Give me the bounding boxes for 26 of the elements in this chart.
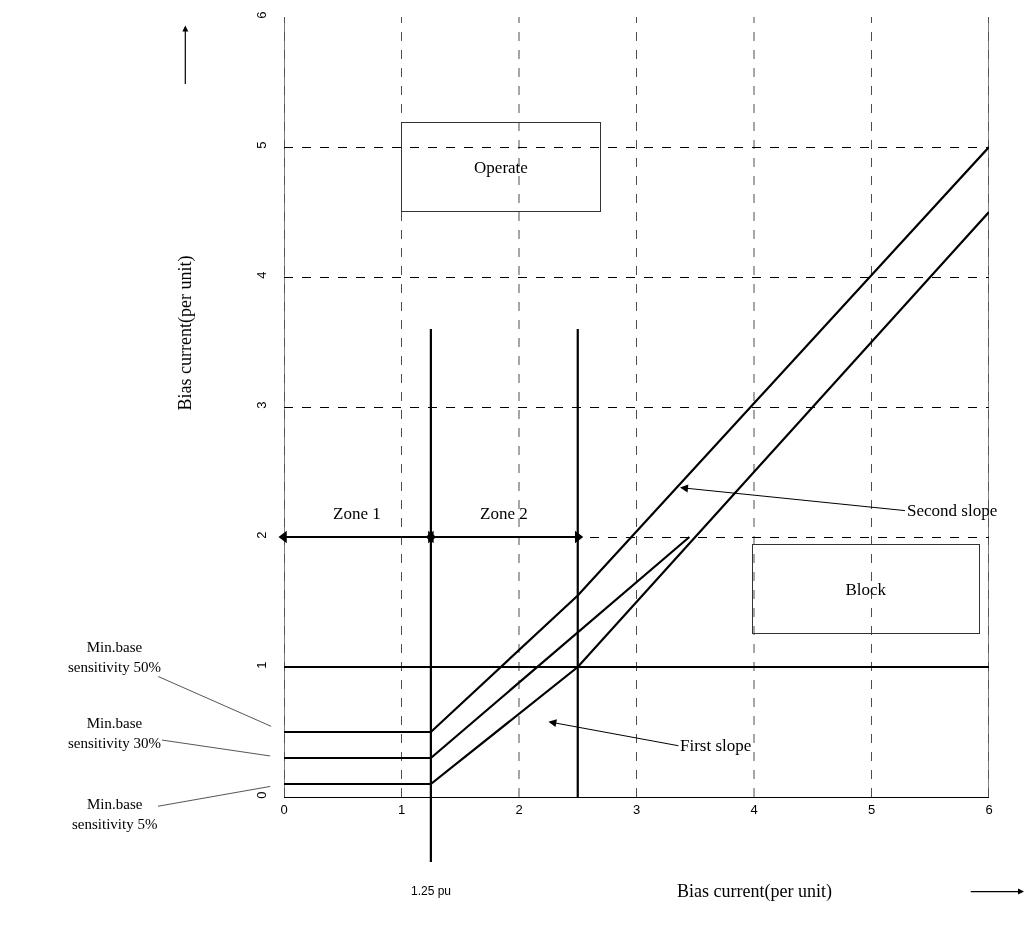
y-tick-label: 3 <box>254 401 270 409</box>
annotation: Min.base sensitivity 30% <box>68 715 161 751</box>
x-tick-label: 6 <box>985 801 993 817</box>
x-tick-label: 0 <box>280 801 288 817</box>
annotation: Second slope <box>907 501 998 520</box>
x-tick-label: 5 <box>867 801 876 817</box>
x-tick-label: 2 <box>515 801 523 817</box>
y-tick-label: 5 <box>254 141 270 149</box>
annotation: Zone 1 <box>333 504 381 523</box>
annotation: Min.base sensitivity 50% <box>68 639 161 675</box>
annotation: Min.base sensitivity 5% <box>72 796 158 832</box>
annotation: Operate <box>474 157 528 177</box>
y-tick-label: 0 <box>254 791 270 799</box>
x-tick-label: 1 <box>397 801 406 817</box>
x-axis-title: Bias current(per unit) <box>677 881 832 902</box>
y-tick-label: 2 <box>254 531 270 539</box>
x-tick-label: 4 <box>750 801 758 817</box>
y-tick-label: 4 <box>254 271 270 279</box>
annotation: Zone 2 <box>480 504 528 523</box>
y-tick-label: 1 <box>254 661 270 669</box>
y-axis-title: Bias current(per unit) <box>175 255 197 411</box>
x-tick-label: 3 <box>632 801 641 817</box>
annotation: Block <box>845 579 887 599</box>
annotation: 1.25 pu <box>411 884 452 898</box>
annotation: First slope <box>680 736 752 755</box>
y-tick-label: 6 <box>254 11 270 19</box>
